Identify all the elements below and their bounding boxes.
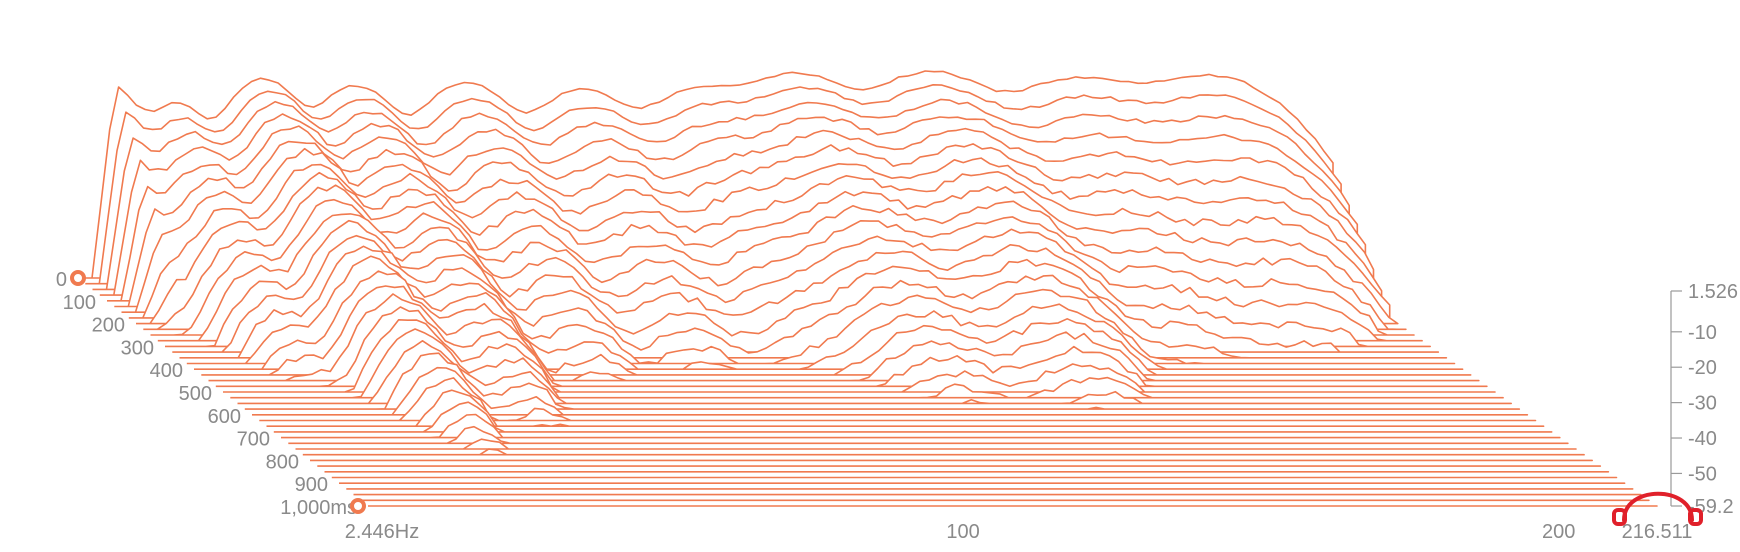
level-tick-label: -10 (1688, 322, 1717, 344)
waterfall-slice (281, 413, 1561, 439)
frequency-tick-label: 100 (946, 521, 979, 543)
waterfall-slice (266, 389, 1545, 427)
time-start-marker (70, 270, 86, 286)
time-tick-label: 0 (56, 269, 67, 291)
level-tick-label: -50 (1688, 463, 1717, 485)
time-tick-label: 900 (295, 474, 328, 496)
headphones-logo-icon (1612, 491, 1703, 526)
time-tick-label: 600 (208, 406, 241, 428)
time-tick-label: 400 (150, 360, 183, 382)
waterfall-slice (252, 366, 1529, 416)
time-tick-label: 700 (237, 429, 270, 451)
waterfall-slice (295, 438, 1577, 450)
frequency-tick-label: 2.446Hz (345, 521, 420, 543)
frequency-tick-label: 216.511 (1622, 521, 1693, 543)
time-tick-label: 500 (179, 383, 212, 405)
waterfall-slice (230, 328, 1504, 399)
waterfall-slice (302, 448, 1585, 456)
waterfall-slice (259, 377, 1537, 422)
level-tick-label: -40 (1688, 428, 1717, 450)
time-end-marker (350, 498, 366, 514)
waterfall-slice (288, 425, 1569, 445)
time-tick-label: 100 (63, 292, 96, 314)
frequency-axis: 2.446Hz 100 200 216.511 (345, 521, 1693, 543)
time-tick-label: 200 (92, 315, 125, 337)
level-tick-label: -30 (1688, 393, 1717, 415)
waterfall-slice (244, 352, 1521, 410)
time-tick-label: 800 (266, 451, 299, 473)
waterfall-slice (237, 340, 1512, 405)
time-tick-label: 300 (121, 337, 154, 359)
level-tick-label: -20 (1688, 357, 1717, 379)
level-tick-label: -59.2 (1688, 496, 1734, 518)
level-axis: 1.526 -10 -20 -30 -40 -50 -59.2 (1670, 281, 1738, 518)
waterfall-slices (78, 70, 1658, 507)
time-tick-label: 1,000ms (280, 497, 357, 519)
level-tick-label: 1.526 (1688, 281, 1738, 303)
waterfall-slice (273, 401, 1553, 433)
frequency-tick-label: 200 (1542, 521, 1575, 543)
